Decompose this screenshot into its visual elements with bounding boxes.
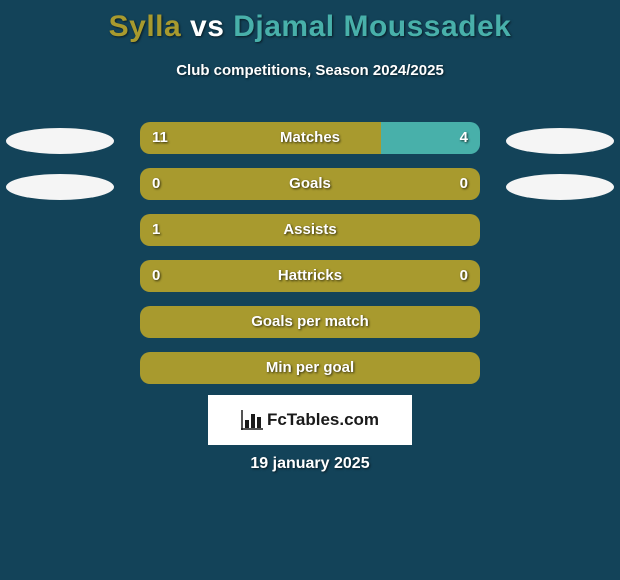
player1-badge [6,128,114,154]
date-text: 19 january 2025 [0,455,620,473]
stat-row: Min per goal [0,348,620,394]
stat-bar-right [381,122,480,154]
vs-text: vs [190,10,224,43]
stat-row: Goals per match [0,302,620,348]
stat-bar-track [140,214,480,246]
player1-name: Sylla [109,10,182,43]
stat-bar-left [140,214,480,246]
comparison-chart: Matches114Goals00Assists1Hattricks00Goal… [0,118,620,394]
stat-bar-left [140,306,480,338]
stat-bar-track [140,306,480,338]
subtitle: Club competitions, Season 2024/2025 [0,62,620,79]
stat-row: Assists1 [0,210,620,256]
logo-text: FcTables.com [267,410,379,430]
stat-bar-left [140,122,381,154]
player2-name: Djamal Moussadek [233,10,511,43]
stat-row: Goals00 [0,164,620,210]
stat-bar-track [140,122,480,154]
stat-row: Matches114 [0,118,620,164]
player2-badge [506,128,614,154]
stat-bar-left [140,260,480,292]
bar-chart-icon [241,410,263,430]
fctables-logo: FcTables.com [208,395,412,445]
stat-bar-left [140,352,480,384]
player1-badge [6,174,114,200]
player2-badge [506,174,614,200]
stat-bar-left [140,168,480,200]
stat-row: Hattricks00 [0,256,620,302]
stat-bar-track [140,352,480,384]
stat-bar-track [140,260,480,292]
stat-bar-track [140,168,480,200]
comparison-title: Sylla vs Djamal Moussadek [0,0,620,44]
